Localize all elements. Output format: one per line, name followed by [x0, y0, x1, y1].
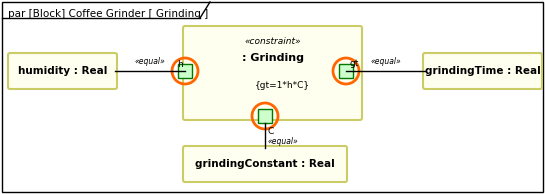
Text: grindingTime : Real: grindingTime : Real [425, 66, 541, 76]
Text: : Grinding: : Grinding [241, 53, 304, 63]
Text: h: h [177, 60, 183, 69]
Bar [339, 64, 353, 78]
FancyBboxPatch shape [2, 2, 543, 192]
Text: «constraint»: «constraint» [244, 37, 301, 47]
FancyBboxPatch shape [8, 53, 117, 89]
FancyBboxPatch shape [423, 53, 542, 89]
Bar [178, 64, 192, 78]
Text: «equal»: «equal» [370, 57, 401, 66]
Text: grindingConstant : Real: grindingConstant : Real [195, 159, 335, 169]
Text: gt: gt [349, 59, 359, 68]
FancyBboxPatch shape [183, 146, 347, 182]
Text: {gt=1*h*C}: {gt=1*h*C} [255, 81, 310, 90]
FancyBboxPatch shape [183, 26, 362, 120]
Text: «equal»: «equal» [135, 57, 165, 66]
Bar [258, 109, 272, 123]
Text: «equal»: «equal» [268, 137, 299, 146]
Text: par [Block] Coffee Grinder [ Grinding ]: par [Block] Coffee Grinder [ Grinding ] [8, 9, 208, 19]
Text: humidity : Real: humidity : Real [18, 66, 107, 76]
Text: C: C [268, 127, 274, 136]
